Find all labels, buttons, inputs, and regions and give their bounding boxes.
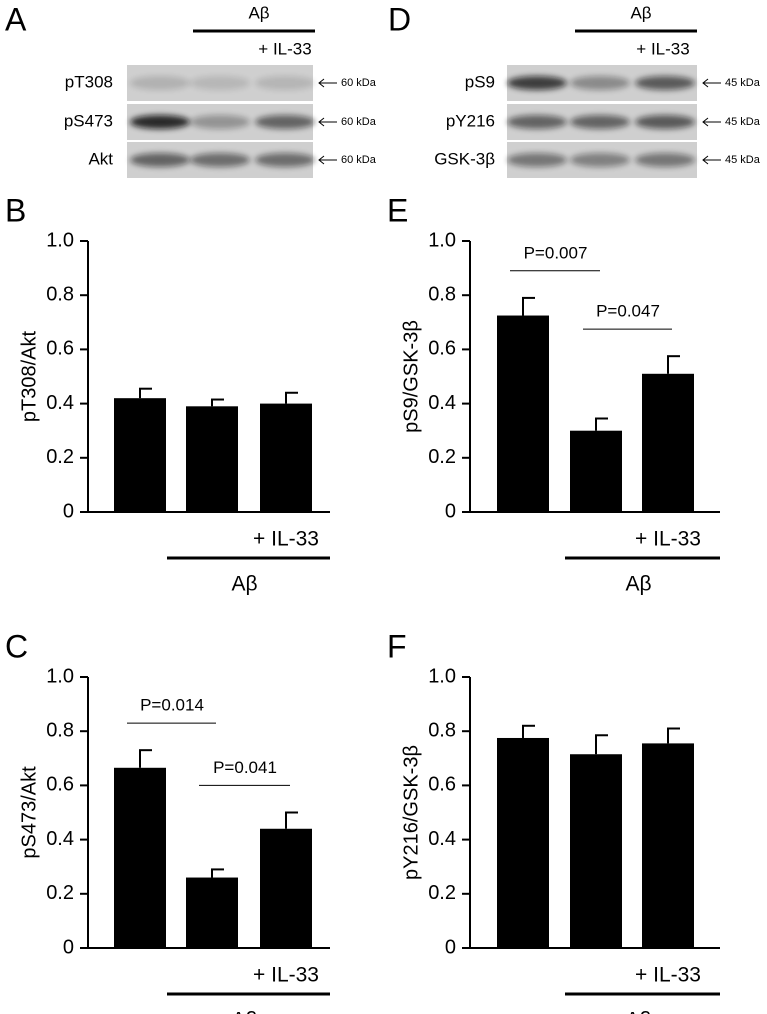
bar <box>570 754 622 948</box>
arrow-head <box>318 117 325 127</box>
blot-label: GSK-3β <box>434 149 495 168</box>
y-tick-label: 0.2 <box>46 446 74 468</box>
y-axis-label: pT308/Akt <box>18 330 40 422</box>
y-tick-label: 0.4 <box>428 392 456 414</box>
blot-label: pY216 <box>446 111 495 130</box>
group-label: Aβ <box>625 573 651 596</box>
y-tick-label: 1.0 <box>46 665 74 687</box>
panel-letter: D <box>388 1 411 37</box>
treatment-label: + IL-33 <box>636 39 689 58</box>
y-tick-label: 1.0 <box>428 665 456 687</box>
y-tick-label: 0.6 <box>46 338 74 360</box>
y-tick-label: 0.2 <box>46 882 74 904</box>
bar <box>186 406 238 512</box>
blot-band <box>507 115 567 129</box>
blot-label: pS473 <box>64 111 113 130</box>
comparison-label: P=0.014 <box>140 696 204 715</box>
y-tick-label: 1.0 <box>428 229 456 251</box>
bar <box>642 373 694 512</box>
bar <box>497 737 549 948</box>
bar <box>497 315 549 512</box>
group-label: Aβ <box>630 3 651 22</box>
arrow-head <box>702 117 709 127</box>
y-tick-label: 0.4 <box>46 392 74 414</box>
blot-band <box>255 76 315 90</box>
blot-label: Akt <box>88 149 113 168</box>
arrow-head <box>318 78 325 88</box>
panel-letter: E <box>387 192 408 228</box>
y-tick-label: 0.4 <box>46 828 74 850</box>
group-label: Aβ <box>231 1009 257 1014</box>
panel-letter: A <box>5 1 27 37</box>
y-tick-label: 0.2 <box>428 882 456 904</box>
bar <box>114 398 166 512</box>
blot-band <box>130 153 190 167</box>
y-tick-label: 0.6 <box>46 774 74 796</box>
blot-band <box>570 76 630 90</box>
y-tick-label: 0 <box>63 936 74 958</box>
treatment-label: + IL-33 <box>635 528 701 551</box>
bar <box>570 430 622 512</box>
blot-band <box>190 115 250 129</box>
treatment-label: + IL-33 <box>253 528 319 551</box>
comparison-label: P=0.041 <box>213 758 277 777</box>
blot-band <box>635 153 695 167</box>
bar <box>186 877 238 948</box>
y-tick-label: 0.8 <box>46 719 74 741</box>
y-tick-label: 1.0 <box>46 229 74 251</box>
arrow-head <box>318 155 325 165</box>
panel-letter: B <box>5 192 26 228</box>
bar <box>114 767 166 948</box>
blot-band <box>635 115 695 129</box>
blot-band <box>255 115 315 129</box>
y-tick-label: 0.6 <box>428 338 456 360</box>
y-axis-label: pS9/GSK-3β <box>400 320 422 433</box>
y-axis-label: pY216/GSK-3β <box>400 745 422 880</box>
comparison-label: P=0.007 <box>524 243 588 262</box>
y-tick-label: 0.4 <box>428 828 456 850</box>
blot-band <box>190 153 250 167</box>
blot-band <box>635 76 695 90</box>
treatment-label: + IL-33 <box>253 964 319 987</box>
treatment-label: + IL-33 <box>258 39 311 58</box>
bar <box>260 403 312 512</box>
size-label: 60 kDa <box>341 154 377 166</box>
y-tick-label: 0.6 <box>428 774 456 796</box>
size-label: 60 kDa <box>341 77 377 89</box>
group-label: Aβ <box>625 1009 651 1014</box>
size-label: 45 kDa <box>725 154 761 166</box>
y-axis-label: pS473/Akt <box>18 766 40 859</box>
size-label: 45 kDa <box>725 77 761 89</box>
size-label: 60 kDa <box>341 116 377 128</box>
panel-letter: F <box>387 628 407 664</box>
y-tick-label: 0 <box>445 936 456 958</box>
group-label: Aβ <box>231 573 257 596</box>
group-label: Aβ <box>248 3 269 22</box>
size-label: 45 kDa <box>725 116 761 128</box>
blot-band <box>570 153 630 167</box>
blot-band <box>507 76 567 90</box>
blot-band <box>190 76 250 90</box>
blot-band <box>130 115 190 129</box>
bar <box>642 743 694 948</box>
panel-letter: C <box>5 628 28 664</box>
y-tick-label: 0 <box>63 500 74 522</box>
y-tick-label: 0.8 <box>428 719 456 741</box>
y-tick-label: 0 <box>445 500 456 522</box>
comparison-label: P=0.047 <box>596 302 660 321</box>
blot-band <box>255 153 315 167</box>
bar <box>260 828 312 948</box>
blot-band <box>130 76 190 90</box>
treatment-label: + IL-33 <box>635 964 701 987</box>
y-tick-label: 0.2 <box>428 446 456 468</box>
y-tick-label: 0.8 <box>46 283 74 305</box>
blot-label: pT308 <box>65 72 113 91</box>
blot-band <box>570 115 630 129</box>
blot-band <box>507 153 567 167</box>
blot-label: pS9 <box>465 72 495 91</box>
arrow-head <box>702 155 709 165</box>
y-tick-label: 0.8 <box>428 283 456 305</box>
arrow-head <box>702 78 709 88</box>
